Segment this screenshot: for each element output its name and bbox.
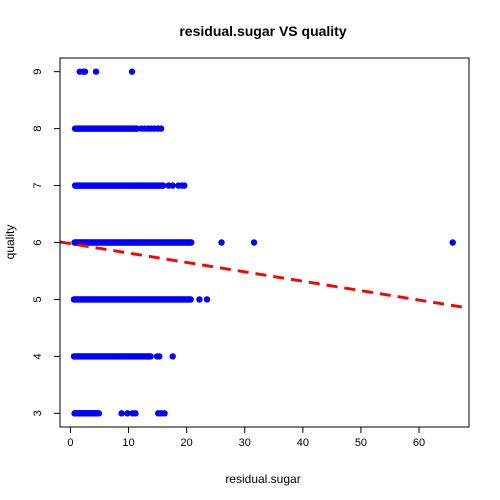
x-tick-label: 20 <box>181 437 193 449</box>
y-tick-label: 5 <box>32 296 44 302</box>
data-point <box>449 239 456 246</box>
y-axis-label: quality <box>3 225 17 260</box>
data-point <box>92 68 100 75</box>
data-point <box>159 182 167 189</box>
x-tick-label: 30 <box>239 437 251 449</box>
data-point <box>128 68 136 75</box>
data-point <box>95 410 103 417</box>
x-tick-label: 60 <box>413 437 425 449</box>
data-point <box>188 239 195 246</box>
data-point <box>124 410 131 417</box>
data-point <box>147 353 154 360</box>
x-tick-label: 0 <box>67 437 73 449</box>
chart-title: residual.sugar VS quality <box>179 23 346 39</box>
data-point <box>157 125 165 132</box>
x-tick-label: 10 <box>122 437 134 449</box>
data-point <box>161 410 168 417</box>
x-tick-label: 40 <box>297 437 309 449</box>
data-point <box>132 410 139 417</box>
x-tick-label: 50 <box>355 437 367 449</box>
x-axis: 0 10 20 30 40 50 60 <box>67 427 425 449</box>
points-layer <box>70 68 456 417</box>
data-point <box>218 239 225 246</box>
trend-line <box>59 240 470 310</box>
trend-layer <box>59 240 470 310</box>
data-point <box>250 239 258 246</box>
y-tick-label: 3 <box>32 410 44 416</box>
data-point <box>196 296 203 303</box>
y-axis: 3 4 5 6 7 8 9 <box>32 69 60 416</box>
data-point <box>156 353 163 360</box>
data-point <box>169 353 176 360</box>
data-point <box>181 182 188 189</box>
data-point <box>81 68 89 75</box>
x-axis-label: residual.sugar <box>225 472 300 486</box>
y-tick-label: 9 <box>32 69 44 75</box>
data-point <box>203 296 211 303</box>
y-tick-label: 4 <box>32 353 44 359</box>
y-tick-label: 6 <box>32 239 44 245</box>
y-tick-label: 7 <box>32 182 44 188</box>
y-tick-label: 8 <box>32 126 44 132</box>
data-point <box>169 182 176 189</box>
data-point <box>118 410 125 417</box>
data-point <box>187 296 194 303</box>
